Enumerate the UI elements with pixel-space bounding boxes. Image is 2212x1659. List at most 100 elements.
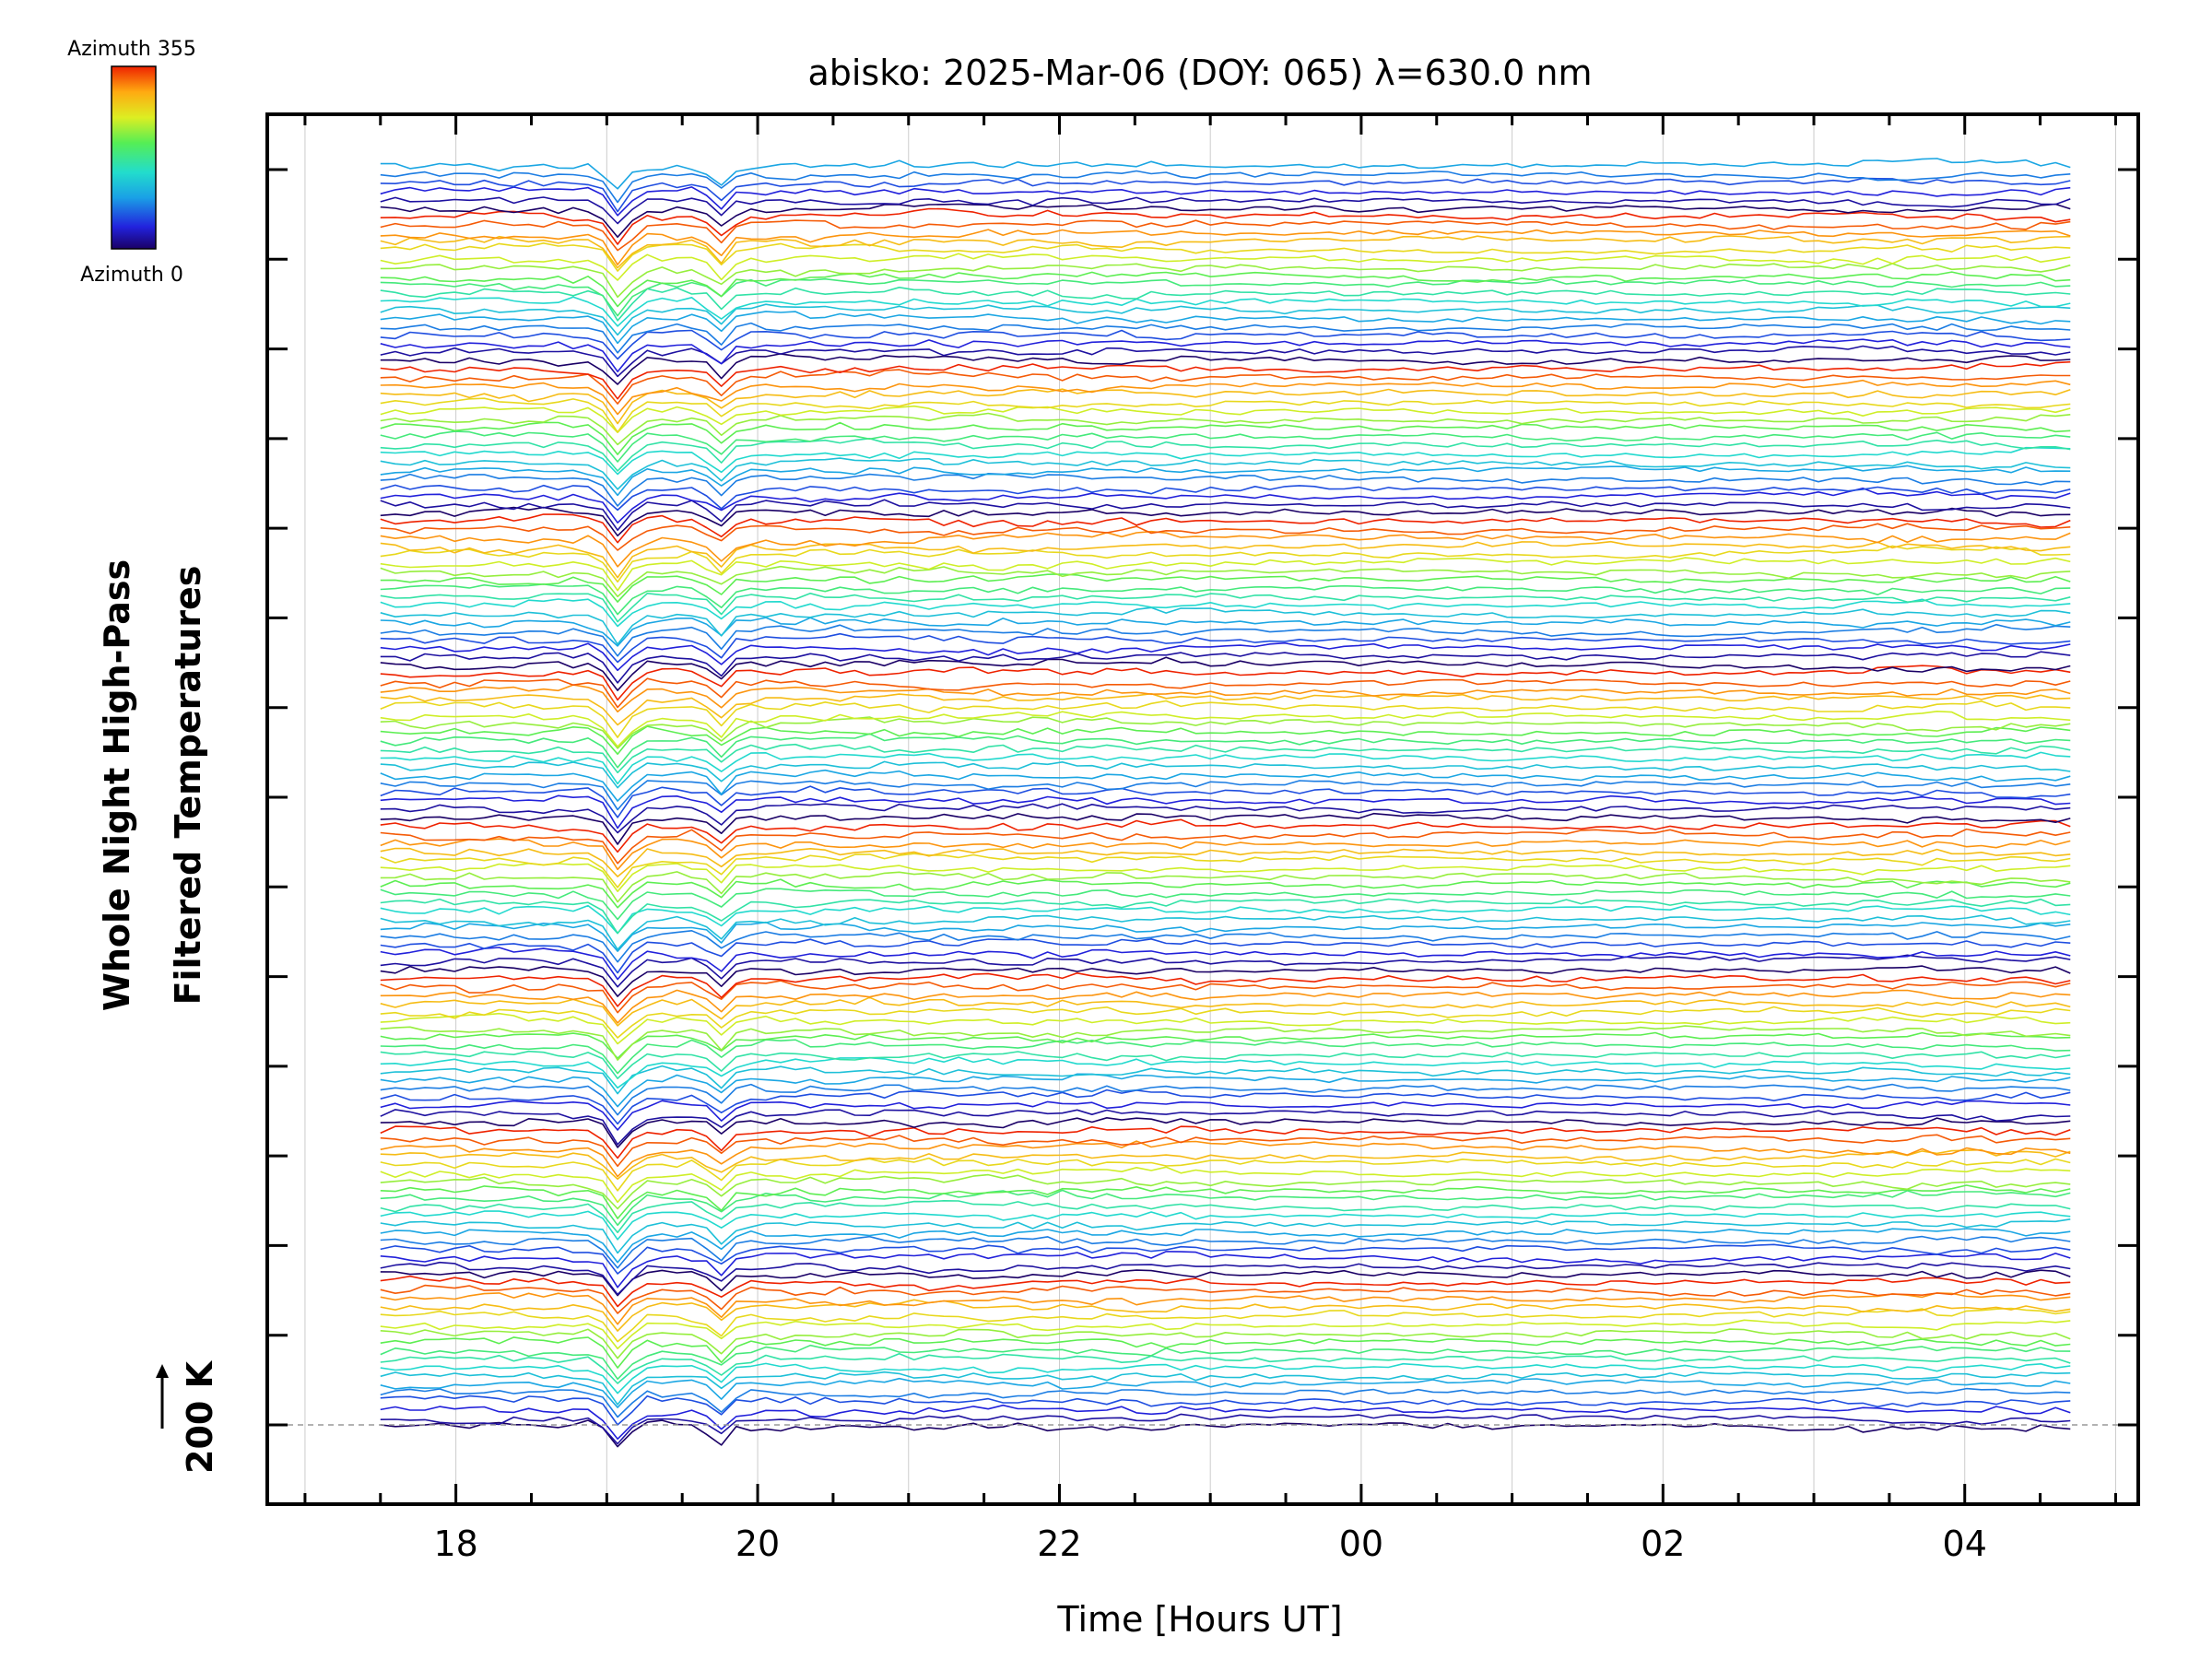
- trace-line: [380, 1073, 2071, 1108]
- trace-line: [380, 692, 2071, 726]
- trace-line: [380, 914, 2071, 950]
- trace-line: [380, 196, 2071, 225]
- trace-line: [380, 1284, 2071, 1314]
- trace-line: [380, 623, 2071, 657]
- trace-line: [380, 803, 2071, 834]
- trace-line: [380, 1006, 2071, 1039]
- trace-line: [380, 235, 2071, 269]
- traces: [380, 158, 2071, 1448]
- trace-line: [380, 898, 2071, 935]
- trace-line: [380, 700, 2071, 738]
- trace-line: [380, 487, 2071, 524]
- trace-line: [380, 1299, 2071, 1332]
- trace-line: [380, 1012, 2071, 1045]
- trace-line: [380, 1088, 2071, 1125]
- trace-line: [380, 369, 2071, 405]
- trace-line: [380, 263, 2071, 299]
- trace-line: [380, 1148, 2071, 1181]
- trace-line: [380, 296, 2071, 327]
- trace-line: [380, 253, 2071, 281]
- trace-line: [380, 1100, 2071, 1131]
- trace-line: [380, 286, 2071, 322]
- trace-line: [380, 947, 2071, 981]
- trace-line: [380, 812, 2071, 845]
- trace-line: [380, 996, 2071, 1027]
- trace-line: [380, 743, 2071, 774]
- trace-line: [380, 170, 2071, 204]
- trace-line: [380, 472, 2071, 507]
- trace-line: [380, 980, 2071, 1014]
- axes: 18 20 22 00 02 04: [267, 114, 2138, 1564]
- colorbar-top-label: Azimuth 355: [67, 38, 196, 61]
- trace-line: [380, 1275, 2071, 1308]
- x-tick-label: 20: [735, 1524, 780, 1564]
- trace-line: [380, 651, 2071, 684]
- trace-line: [380, 1189, 2071, 1227]
- x-tick-label: 00: [1339, 1524, 1383, 1564]
- trace-line: [380, 1200, 2071, 1233]
- trace-line: [380, 1251, 2071, 1288]
- trace-line: [380, 158, 2071, 190]
- trace-line: [380, 1083, 2071, 1116]
- x-axis-label: Time [Hours UT]: [1056, 1599, 1342, 1640]
- trace-line: [380, 1353, 2071, 1384]
- trace-line: [380, 954, 2071, 988]
- trace-line: [380, 921, 2071, 952]
- trace-line: [380, 665, 2071, 701]
- trace-line: [380, 311, 2071, 345]
- trace-line: [380, 322, 2071, 354]
- trace-line: [380, 1413, 2071, 1445]
- trace-line: [380, 965, 2071, 997]
- trace-line: [380, 641, 2071, 672]
- trace-line: [380, 1134, 2071, 1168]
- trace-line: [380, 379, 2071, 416]
- trace-line: [380, 1039, 2071, 1075]
- trace-line: [380, 1210, 2071, 1241]
- trace-line: [380, 677, 2071, 709]
- trace-line: [380, 878, 2071, 909]
- trace-line: [380, 484, 2071, 512]
- trace-line: [380, 838, 2071, 871]
- trace-line: [380, 360, 2071, 400]
- trace-line: [380, 1371, 2071, 1406]
- trace-line: [380, 1261, 2071, 1296]
- trace-line: [380, 1307, 2071, 1343]
- trace-line: [380, 1235, 2071, 1269]
- trace-line: [380, 499, 2071, 532]
- trace-line: [380, 904, 2071, 935]
- trace-line: [380, 506, 2071, 537]
- trace-line: [380, 769, 2071, 802]
- trace-line: [380, 329, 2071, 360]
- trace-line: [380, 937, 2071, 974]
- trace-line: [380, 353, 2071, 385]
- trace-line: [380, 725, 2071, 756]
- trace-line: [380, 207, 2071, 245]
- trace-line: [380, 853, 2071, 888]
- trace-line: [380, 592, 2071, 623]
- trace-line: [380, 794, 2071, 830]
- trace-line: [380, 177, 2071, 213]
- x-tick-label: 04: [1943, 1524, 1987, 1564]
- trace-line: [380, 1362, 2071, 1394]
- trace-line: [380, 617, 2071, 647]
- trace-line: [380, 582, 2071, 616]
- trace-line: [380, 1394, 2071, 1426]
- trace-line: [380, 345, 2071, 378]
- trace-line: [380, 1140, 2071, 1178]
- trace-line: [380, 430, 2071, 463]
- trace-line: [380, 780, 2071, 811]
- trace-line: [380, 412, 2071, 446]
- trace-line: [380, 1166, 2071, 1204]
- trace-line: [380, 716, 2071, 749]
- trace-line: [380, 1336, 2071, 1369]
- trace-line: [380, 557, 2071, 592]
- trace-line: [380, 388, 2071, 425]
- trace-line: [380, 710, 2071, 747]
- chart-title: abisko: 2025-Mar-06 (DOY: 065) λ=630.0 n…: [807, 53, 1592, 93]
- trace-line: [380, 186, 2071, 217]
- colorbar-bottom-label: Azimuth 0: [80, 264, 183, 287]
- trace-line: [380, 828, 2071, 865]
- trace-line: [380, 338, 2071, 373]
- trace-line: [380, 523, 2071, 551]
